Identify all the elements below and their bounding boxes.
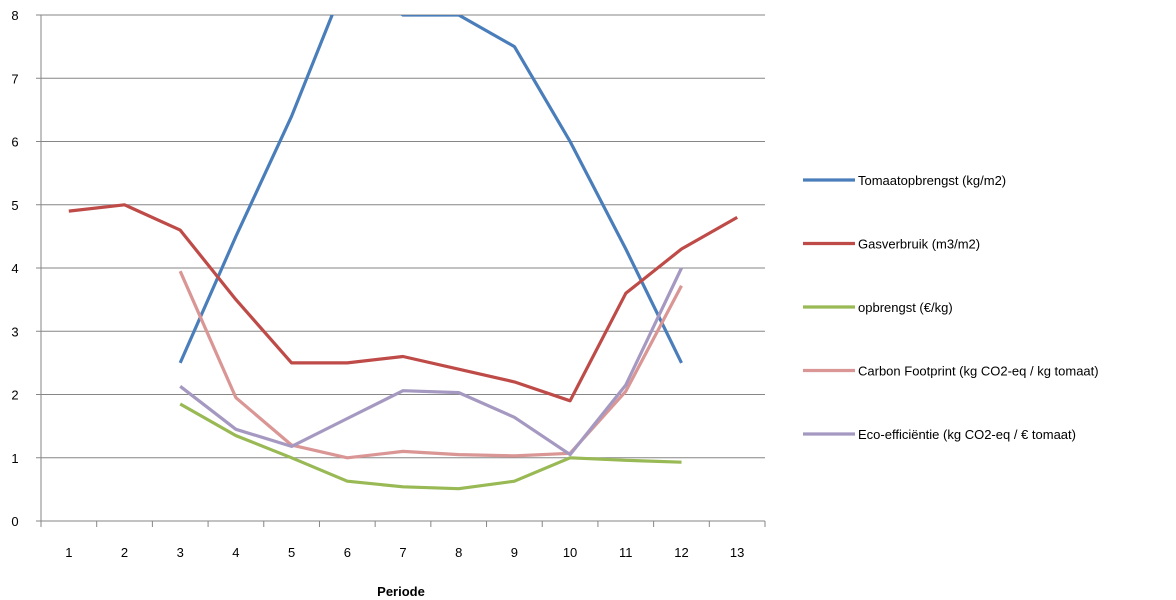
- legend-label: Carbon Footprint (kg CO2-eq / kg tomaat): [858, 364, 1099, 379]
- x-tick-label: 10: [563, 545, 577, 560]
- y-tick-label: 6: [11, 135, 18, 150]
- legend: Tomaatopbrengst (kg/m2) Gasverbruik (m3/m…: [803, 173, 1099, 442]
- x-tick-label: 7: [399, 545, 406, 560]
- x-tick-label: 12: [674, 545, 688, 560]
- y-tick-label: 1: [11, 451, 18, 466]
- x-axis-title: Periode: [377, 584, 425, 599]
- series-lines: [68, 15, 738, 491]
- legend-label: opbrengst (€/kg): [858, 300, 953, 315]
- y-tick-label: 3: [11, 324, 18, 339]
- series-line-1: [178, 15, 683, 364]
- series-line-4: [178, 270, 683, 460]
- x-tick-label: 3: [177, 545, 184, 560]
- series-line-5: [179, 267, 683, 457]
- x-tick-label: 5: [288, 545, 295, 560]
- gridlines: [41, 14, 765, 459]
- y-tick-labels: 0 1 2 3 4 5 6 7 8: [11, 8, 18, 529]
- y-tick-label: 0: [11, 514, 18, 529]
- legend-label: Tomaatopbrengst (kg/m2): [858, 173, 1006, 188]
- axes: [36, 14, 766, 527]
- x-tick-label: 9: [511, 545, 518, 560]
- legend-label: Eco-efficiëntie (kg CO2-eq / € tomaat): [858, 427, 1076, 442]
- y-tick-label: 5: [11, 198, 18, 213]
- x-tick-label: 4: [232, 545, 239, 560]
- series-line-2: [68, 203, 738, 403]
- x-tick-label: 2: [121, 545, 128, 560]
- x-tick-labels: 1 2 3 4 5 6 7 8 9 10 11 12 13: [65, 545, 744, 560]
- series-line-3: [179, 402, 682, 491]
- y-tick-label: 2: [11, 388, 18, 403]
- y-tick-label: 8: [11, 8, 18, 23]
- y-tick-label: 7: [11, 71, 18, 86]
- x-tick-label: 11: [619, 545, 633, 560]
- x-tick-label: 13: [730, 545, 744, 560]
- x-tick-label: 1: [65, 545, 72, 560]
- y-tick-label: 4: [11, 261, 18, 276]
- legend-label: Gasverbruik (m3/m2): [858, 237, 980, 252]
- x-tick-label: 8: [455, 545, 462, 560]
- x-tick-label: 6: [344, 545, 351, 560]
